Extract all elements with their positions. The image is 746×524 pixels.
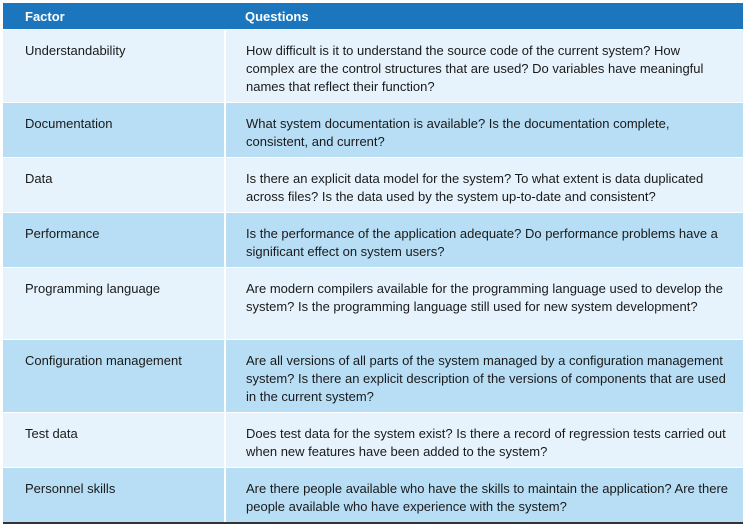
header-questions: Questions — [225, 3, 743, 30]
questions-cell: Are modern compilers available for the p… — [225, 267, 743, 340]
factor-cell: Test data — [3, 412, 226, 468]
questions-cell: How difficult is it to understand the so… — [225, 29, 743, 103]
factor-questions-table: Factor Questions Understandability How d… — [3, 3, 743, 522]
questions-cell: Are there people available who have the … — [225, 467, 743, 522]
questions-cell: Are all versions of all parts of the sys… — [225, 339, 743, 413]
factor-cell: Programming language — [3, 267, 226, 340]
factor-cell: Documentation — [3, 102, 226, 158]
table-row: Documentation What system documentation … — [3, 102, 743, 158]
questions-cell: Is the performance of the application ad… — [225, 212, 743, 268]
factor-cell: Personnel skills — [3, 467, 226, 522]
table-body: Understandability How difficult is it to… — [3, 29, 743, 522]
table-header: Factor Questions — [3, 3, 743, 30]
header-factor: Factor — [3, 3, 225, 30]
table-row: Personnel skills Are there people availa… — [3, 467, 743, 522]
factor-questions-table-container: Factor Questions Understandability How d… — [3, 3, 743, 524]
table-row: Programming language Are modern compiler… — [3, 267, 743, 340]
table-row: Performance Is the performance of the ap… — [3, 212, 743, 268]
questions-cell: What system documentation is available? … — [225, 102, 743, 158]
table-row: Understandability How difficult is it to… — [3, 29, 743, 103]
factor-cell: Understandability — [3, 29, 226, 103]
factor-cell: Configuration management — [3, 339, 226, 413]
factor-cell: Data — [3, 157, 226, 213]
table-row: Data Is there an explicit data model for… — [3, 157, 743, 213]
header-row: Factor Questions — [3, 3, 743, 30]
table-row: Test data Does test data for the system … — [3, 412, 743, 468]
factor-cell: Performance — [3, 212, 226, 268]
questions-cell: Does test data for the system exist? Is … — [225, 412, 743, 468]
table-row: Configuration management Are all version… — [3, 339, 743, 413]
questions-cell: Is there an explicit data model for the … — [225, 157, 743, 213]
